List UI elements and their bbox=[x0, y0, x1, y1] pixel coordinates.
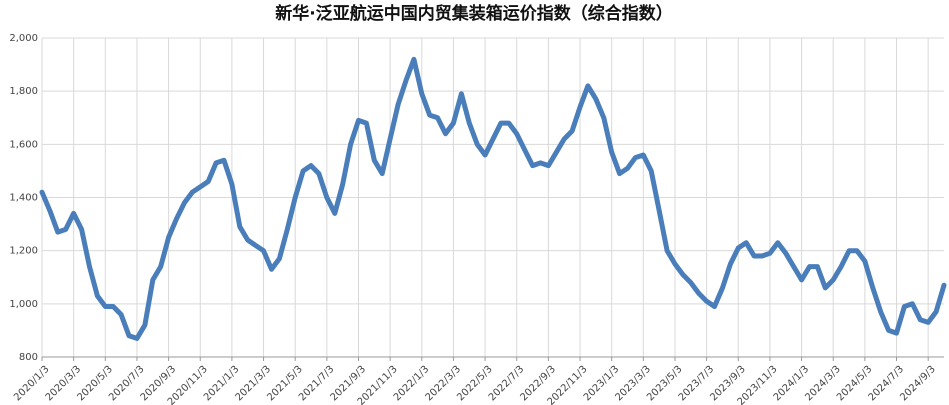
y-tick-label: 2,000 bbox=[9, 33, 38, 44]
y-tick-label: 1,800 bbox=[9, 86, 38, 97]
y-tick-label: 1,200 bbox=[9, 246, 38, 257]
chart-title: 新华·泛亚航运中国内贸集装箱运价指数（综合指数） bbox=[275, 3, 672, 24]
y-tick-label: 1,400 bbox=[9, 193, 38, 204]
series-line bbox=[39, 56, 947, 341]
y-tick-label: 1,000 bbox=[9, 299, 38, 310]
y-tick-label: 800 bbox=[19, 352, 38, 363]
y-tick-label: 1,600 bbox=[9, 139, 38, 150]
